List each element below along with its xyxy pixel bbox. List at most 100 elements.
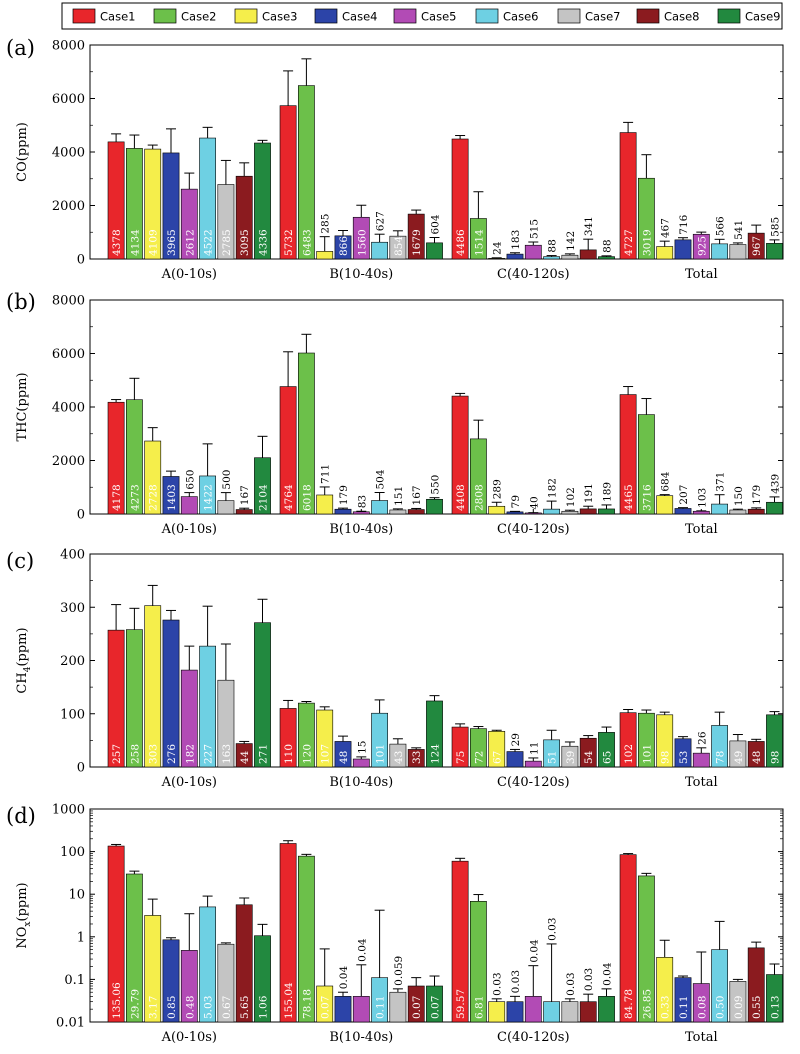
data-label: 504: [375, 469, 387, 489]
legend-label: Case4: [342, 10, 377, 24]
bar: [371, 500, 389, 515]
data-label: 84.78: [623, 989, 635, 1019]
data-label: 48: [751, 751, 763, 764]
bar: [579, 249, 597, 260]
data-label: 289: [492, 479, 504, 499]
data-label: 0.07: [320, 996, 332, 1019]
data-label: 604: [430, 214, 442, 234]
bar: [524, 760, 542, 768]
data-label: 29: [510, 733, 522, 746]
data-label: 0.03: [565, 972, 577, 995]
data-label: 15: [356, 741, 368, 754]
x-category-label: Total: [685, 522, 718, 537]
bar: [656, 246, 674, 260]
bar: [488, 258, 506, 260]
bar: [692, 752, 710, 768]
bar: [352, 758, 370, 768]
data-label: 3716: [641, 484, 653, 511]
legend-label: Case1: [100, 10, 135, 24]
legend-swatch: [636, 8, 660, 24]
legend-swatch: [234, 8, 258, 24]
data-label: 4134: [129, 229, 141, 256]
y-tick-label: 8000: [52, 294, 85, 309]
data-label: 541: [733, 220, 745, 240]
y-tick-label: 200: [60, 654, 85, 669]
legend-box: [61, 2, 783, 30]
x-category-label: Total: [685, 775, 718, 790]
data-label: 155.04: [283, 982, 295, 1019]
y-tick-label: 8000: [52, 39, 85, 54]
data-label: 98: [770, 751, 782, 764]
bar: [598, 256, 615, 260]
data-label: 151: [393, 486, 405, 506]
data-label: 0.03: [547, 918, 559, 941]
bar: [217, 500, 235, 515]
data-label: 135.06: [111, 982, 123, 1019]
data-label: 866: [338, 236, 350, 256]
y-tick-label: 10: [68, 888, 85, 903]
data-label: 1422: [203, 484, 215, 511]
bar: [598, 996, 615, 1023]
x-category-label: Total: [685, 1030, 718, 1045]
data-label: 276: [166, 744, 178, 764]
data-label: 44: [239, 750, 251, 764]
data-label: 627: [375, 211, 387, 231]
data-label: 179: [751, 485, 763, 505]
y-tick-label: 6000: [52, 92, 85, 107]
data-label: 2728: [148, 484, 160, 511]
bar: [371, 241, 389, 260]
data-label: 3019: [641, 229, 653, 256]
y-tick-label: 100: [60, 707, 85, 722]
legend-label: Case6: [503, 10, 538, 24]
data-label: 0.059: [393, 956, 405, 986]
bar: [426, 242, 443, 260]
y-tick-label: 0.01: [56, 1016, 85, 1031]
data-label: 684: [660, 471, 672, 491]
data-label: 467: [660, 218, 672, 238]
data-label: 1403: [166, 484, 178, 511]
y-tick-label: 1: [77, 930, 85, 945]
legend-swatch: [314, 8, 338, 24]
bar: [524, 244, 542, 260]
data-label: 500: [221, 470, 233, 490]
x-category-label: B(10-40s): [329, 522, 393, 537]
data-label: 967: [751, 236, 763, 256]
data-label: 6018: [301, 484, 313, 511]
data-label: 3965: [166, 229, 178, 256]
x-category-label: A(0-10s): [161, 1030, 217, 1045]
data-label: 1514: [473, 229, 485, 256]
bar: [352, 996, 370, 1023]
data-label: 0.07: [411, 996, 423, 1019]
data-label: 515: [528, 219, 540, 239]
data-label: 5.65: [239, 996, 251, 1019]
data-label: 925: [696, 236, 708, 256]
data-label: 2808: [473, 484, 485, 511]
data-label: 150: [733, 486, 745, 506]
y-tick-label: 0.1: [64, 973, 85, 988]
panel-label: (b): [6, 290, 36, 314]
data-label: 110: [283, 744, 295, 764]
data-label: 227: [203, 744, 215, 764]
data-label: 341: [583, 216, 595, 236]
data-label: 0.08: [696, 996, 708, 1019]
data-label: 0.33: [660, 996, 672, 1019]
data-label: 0.67: [221, 996, 233, 1019]
data-label: 3095: [239, 229, 251, 256]
legend-swatch: [717, 8, 741, 24]
data-label: 4178: [111, 484, 123, 511]
data-label: 40: [528, 496, 540, 509]
data-label: 1679: [411, 229, 423, 256]
legend-swatch: [393, 8, 417, 24]
bar: [579, 1001, 597, 1023]
data-label: 4465: [623, 484, 635, 511]
chart-panel: 0.010.11101001000NOx(ppm)(d)A(0-10s)135.…: [6, 803, 784, 1045]
bar: [407, 509, 425, 515]
data-label: 4273: [129, 484, 141, 511]
data-label: 0.07: [430, 996, 442, 1019]
legend-swatch: [72, 8, 96, 24]
data-label: 1.06: [258, 995, 270, 1019]
bar: [180, 496, 198, 515]
bar: [692, 510, 710, 515]
data-label: 854: [393, 236, 405, 256]
